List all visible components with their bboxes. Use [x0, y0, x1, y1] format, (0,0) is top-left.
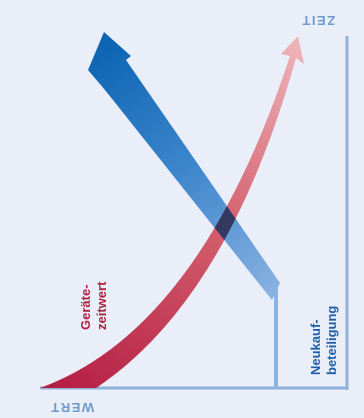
current-value-label-line1: Geräte- [78, 284, 93, 330]
trade-in-label-line2: beteiligung [324, 306, 339, 375]
trade-in-arrow [88, 32, 280, 300]
current-value-arrow [40, 36, 304, 388]
trade-in-label-line1: Neukauf- [308, 319, 323, 375]
value-axis-label: WERT [50, 400, 94, 415]
current-value-label-line2: zeitwert [94, 281, 109, 330]
time-axis-label: ZEIT [301, 13, 335, 28]
